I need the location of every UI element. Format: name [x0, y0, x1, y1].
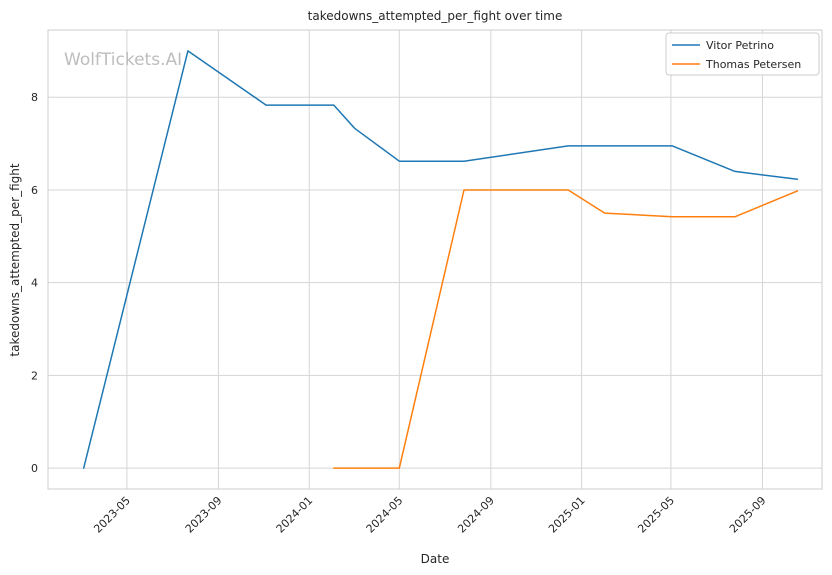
y-tick-label: 2 [31, 369, 38, 382]
series-line-vitor-petrino [82, 50, 799, 469]
watermark: WolfTickets.AI [64, 50, 182, 70]
y-tick-label: 8 [31, 91, 38, 104]
y-tick-label: 0 [31, 462, 38, 475]
series-line-thomas-petersen [333, 189, 799, 469]
y-tick-label: 6 [31, 184, 38, 197]
legend-box [665, 32, 820, 76]
y-tick-label: 4 [31, 277, 38, 290]
series-layer [82, 50, 799, 469]
x-axis-label: Date [421, 552, 450, 566]
legend: Vitor Petrino Thomas Petersen [665, 32, 820, 76]
y-tick-labels: 0 2 4 6 8 [31, 91, 38, 475]
legend-label-vitor-petrino: Vitor Petrino [706, 39, 774, 52]
grid-layer [48, 30, 822, 489]
plot-frame [47, 29, 823, 490]
chart-title: takedowns_attempted_per_fight over time [308, 9, 563, 23]
y-axis-label: takedowns_attempted_per_fight [8, 163, 22, 356]
legend-label-thomas-petersen: Thomas Petersen [705, 58, 801, 71]
